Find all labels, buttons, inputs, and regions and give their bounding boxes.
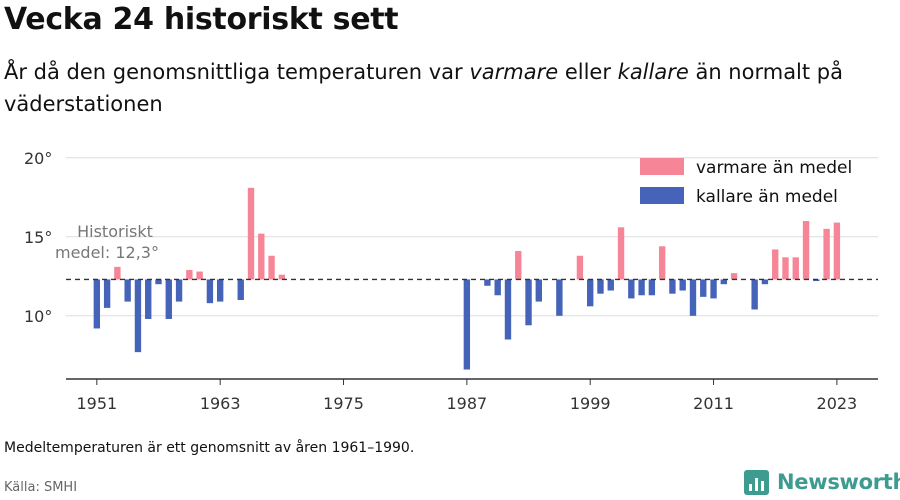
gridlines [66, 157, 878, 317]
bar-warm [258, 233, 265, 280]
bar-cold [587, 279, 594, 307]
bar-cold [535, 279, 542, 302]
bar-cold [751, 279, 758, 310]
bar-cold [638, 279, 645, 296]
bar-cold [237, 279, 244, 300]
bar-cold [216, 279, 224, 302]
x-tick-label: 1987 [447, 394, 488, 413]
bar-warm [186, 269, 193, 280]
chart-title: Vecka 24 historiskt sett [4, 2, 399, 37]
bar-cold [710, 279, 717, 299]
bar-cold [689, 279, 697, 316]
brand-name: Newsworthy [777, 470, 900, 494]
bar-cold [556, 279, 563, 316]
bar-warm [196, 271, 203, 280]
x-tick-label: 2011 [693, 394, 734, 413]
x-tick-label: 1963 [200, 394, 241, 413]
bar-cold [679, 279, 686, 291]
baseline-label: Historiskt [77, 222, 153, 241]
bar-cold [761, 279, 769, 285]
bar-cold [155, 279, 162, 285]
legend-swatch [640, 187, 684, 204]
x-tick-label: 1975 [323, 394, 364, 413]
footnote: Medeltemperaturen är ett genomsnitt av å… [4, 440, 415, 456]
y-tick-label: 15° [24, 228, 52, 247]
subtitle-cold-word: kallare [617, 60, 689, 84]
bar-cold [165, 279, 172, 319]
bar-cold [648, 279, 656, 296]
bar-cold [206, 279, 214, 304]
bar-warm [833, 222, 841, 280]
bar-warm [802, 221, 810, 280]
bar-warm [823, 228, 830, 280]
subtitle-warm-word: varmare [469, 60, 559, 84]
bar-cold [720, 279, 728, 285]
bar-chart-icon [744, 469, 769, 495]
bar-cold [93, 279, 101, 329]
bar-cold [607, 279, 614, 291]
bar-cold [700, 279, 707, 297]
y-tick-label: 10° [24, 307, 52, 326]
bar-warm [792, 257, 799, 280]
axes: 10° 15° 20° Historiskt medel: 12,3° 1951 1963 1… [24, 149, 878, 413]
bar-cold [813, 279, 820, 282]
bar-warm [782, 257, 789, 280]
bar-cold [597, 279, 604, 294]
bar-cold [134, 279, 142, 353]
bar-warm [617, 227, 625, 280]
bars [93, 187, 841, 370]
bar-cold [628, 279, 635, 299]
legend-label: kallare än medel [696, 187, 838, 207]
bar-warm [114, 266, 121, 280]
bar-cold [504, 279, 512, 340]
legend-label: varmare än medel [696, 158, 852, 178]
bar-cold [145, 279, 152, 319]
bar-warm [247, 187, 255, 280]
bar-warm [576, 255, 584, 280]
bar-cold [484, 279, 491, 286]
bar-cold [669, 279, 676, 294]
newsworthy-logo: Newsworthy [744, 466, 900, 498]
bar-cold [494, 279, 501, 296]
x-tick-label: 1999 [570, 394, 611, 413]
bar-cold [463, 279, 471, 370]
bar-warm [772, 249, 779, 280]
bar-cold [124, 279, 131, 302]
bar-cold [103, 279, 111, 308]
bar-warm [268, 255, 275, 280]
source-label: Källa: SMHI [4, 480, 78, 495]
bar-warm [278, 274, 286, 280]
bar-cold [525, 279, 532, 326]
bar-warm [730, 273, 738, 280]
chart-subtitle: År då den genomsnittliga temperaturen va… [4, 60, 843, 116]
bar-warm [658, 246, 666, 280]
x-tick-label: 1951 [76, 394, 117, 413]
y-tick-label: 20° [24, 149, 52, 168]
x-tick-label: 2023 [817, 394, 858, 413]
baseline-label: medel: 12,3° [55, 243, 159, 262]
bar-warm [515, 251, 522, 280]
bar-cold [175, 279, 183, 302]
legend: varmare än medel kallare än medel [640, 158, 852, 207]
legend-swatch [640, 158, 684, 175]
